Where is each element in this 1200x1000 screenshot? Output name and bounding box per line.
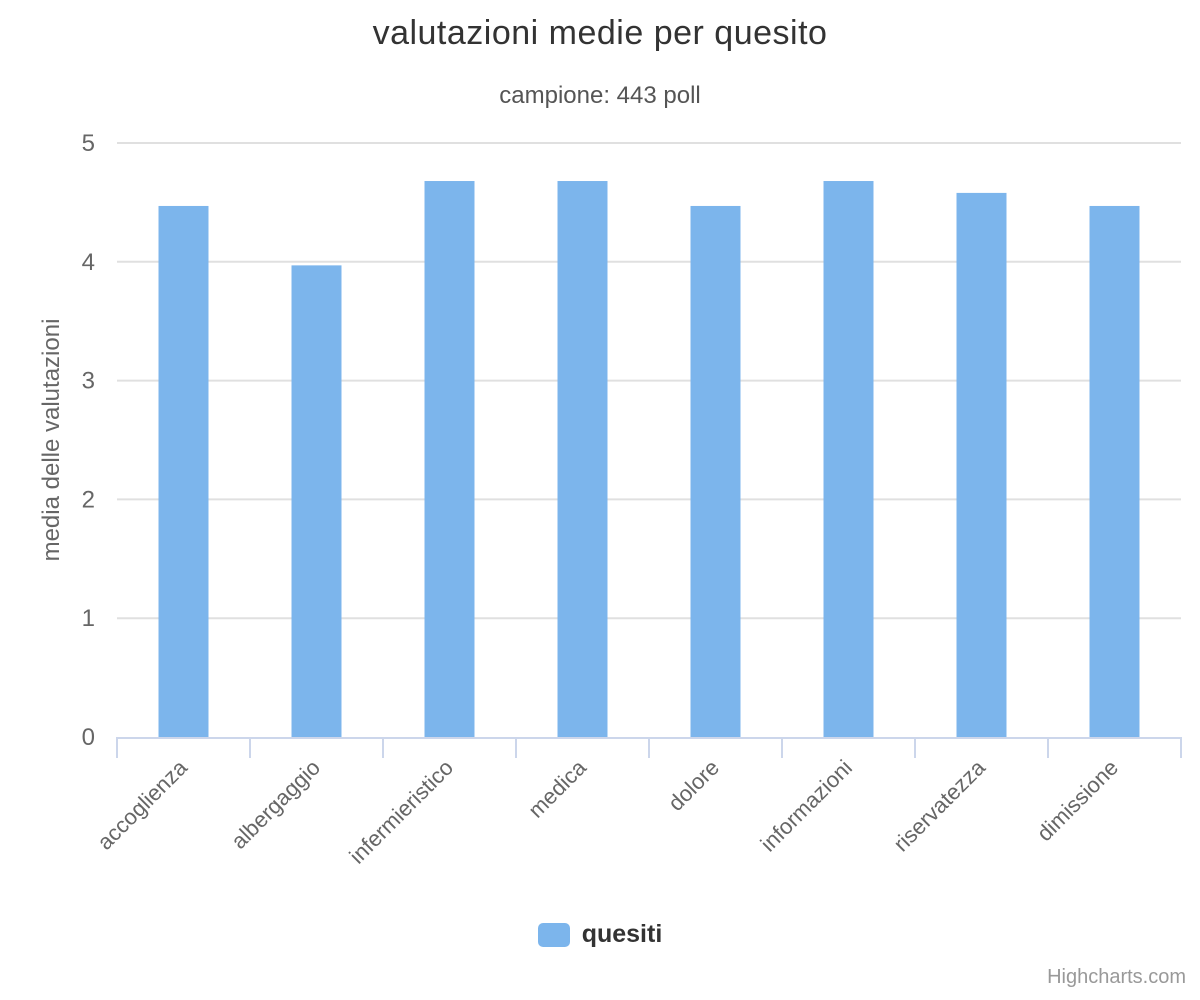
x-axis-label-riservatezza: riservatezza [888,754,990,856]
chart-subtitle: campione: 443 poll [499,82,701,109]
y-axis-tick-label-4: 4 [82,249,95,276]
y-axis-tick-label-0: 0 [82,724,95,751]
y-axis-tick-label-3: 3 [82,368,95,395]
bar-accoglienza[interactable] [158,205,209,738]
y-axis-tick-label-2: 2 [82,486,95,513]
x-axis-label-accoglienza: accoglienza [92,754,192,854]
x-axis-label-infermieristico: infermieristico [344,755,458,869]
x-axis-label-dolore: dolore [663,755,724,816]
x-axis-label-medica: medica [523,754,591,822]
legend-label: quesiti [581,920,663,948]
bar-riservatezza[interactable] [956,192,1007,737]
bar-medica[interactable] [557,181,608,738]
x-axis-label-dimissione: dimissione [1032,755,1123,846]
bar-albergaggio[interactable] [291,265,342,737]
y-axis-tick-label-5: 5 [82,130,95,157]
chart-title: valutazioni medie per quesito [372,14,828,52]
x-axis-label-informazioni: informazioni [755,755,857,857]
bar-dolore[interactable] [690,205,741,738]
x-axis-label-albergaggio: albergaggio [226,755,325,854]
bar-infermieristico[interactable] [424,181,475,738]
bar-informazioni[interactable] [823,181,874,738]
legend-swatch [537,922,570,947]
credits-link[interactable]: Highcharts.com [1047,966,1186,988]
bar-dimissione[interactable] [1089,205,1140,738]
legend-item-quesiti[interactable]: quesiti [0,920,1200,949]
y-axis-tick-label-1: 1 [82,605,95,632]
